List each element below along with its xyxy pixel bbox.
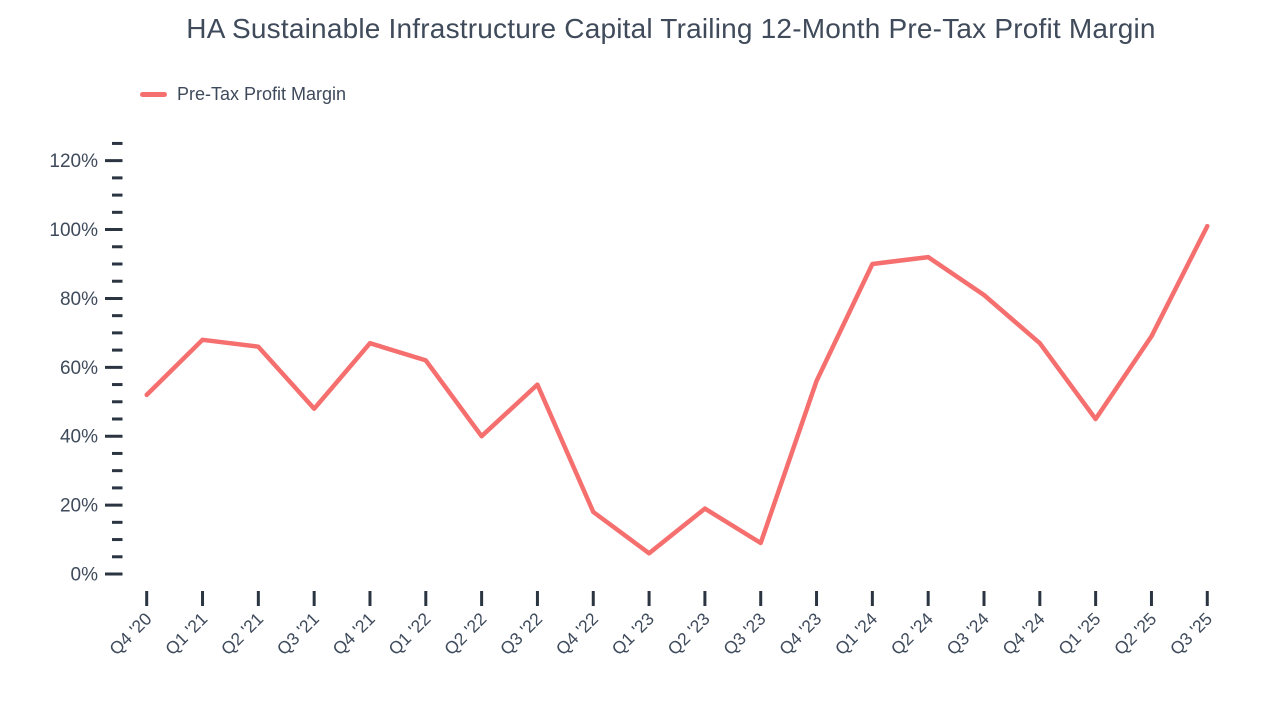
x-axis-label: Q3 '25 <box>1166 609 1216 659</box>
x-axis-label: Q2 '23 <box>664 609 714 659</box>
y-axis-label: 100% <box>49 220 98 241</box>
legend-label: Pre-Tax Profit Margin <box>177 84 347 104</box>
x-axis-label: Q4 '21 <box>329 609 379 659</box>
x-axis-label: Q2 '25 <box>1110 609 1160 659</box>
x-axis-label: Q4 '23 <box>775 609 825 659</box>
x-axis-label: Q4 '22 <box>552 609 602 659</box>
x-axis-label: Q1 '22 <box>384 609 434 659</box>
x-axis-label: Q4 '20 <box>105 608 155 658</box>
y-axis-label: 20% <box>60 496 98 517</box>
x-axis-label: Q1 '21 <box>161 609 211 659</box>
x-axis-label: Q4 '24 <box>998 608 1048 658</box>
legend-line-swatch <box>140 92 167 97</box>
x-axis-label: Q1 '24 <box>831 608 881 658</box>
y-axis-label: 80% <box>60 289 98 310</box>
x-axis-label: Q2 '24 <box>887 608 937 658</box>
x-axis-label: Q1 '25 <box>1054 609 1104 659</box>
y-axis-label: 120% <box>49 151 98 172</box>
x-axis-label: Q2 '21 <box>217 609 267 659</box>
x-axis-label: Q3 '23 <box>719 609 769 659</box>
profit-margin-line <box>144 223 1210 556</box>
chart-title: HA Sustainable Infrastructure Capital Tr… <box>186 13 1156 44</box>
y-axis-label: 60% <box>60 358 98 379</box>
legend: Pre-Tax Profit Margin <box>140 84 346 105</box>
x-axis-label: Q3 '22 <box>496 609 546 659</box>
x-axis-label: Q3 '24 <box>943 608 993 658</box>
x-axis-label: Q3 '21 <box>273 609 323 659</box>
x-axis-label: Q2 '22 <box>440 609 490 659</box>
y-axis-label: 40% <box>60 427 98 448</box>
y-axis-label: 0% <box>71 565 99 586</box>
x-axis-label: Q1 '23 <box>608 609 658 659</box>
